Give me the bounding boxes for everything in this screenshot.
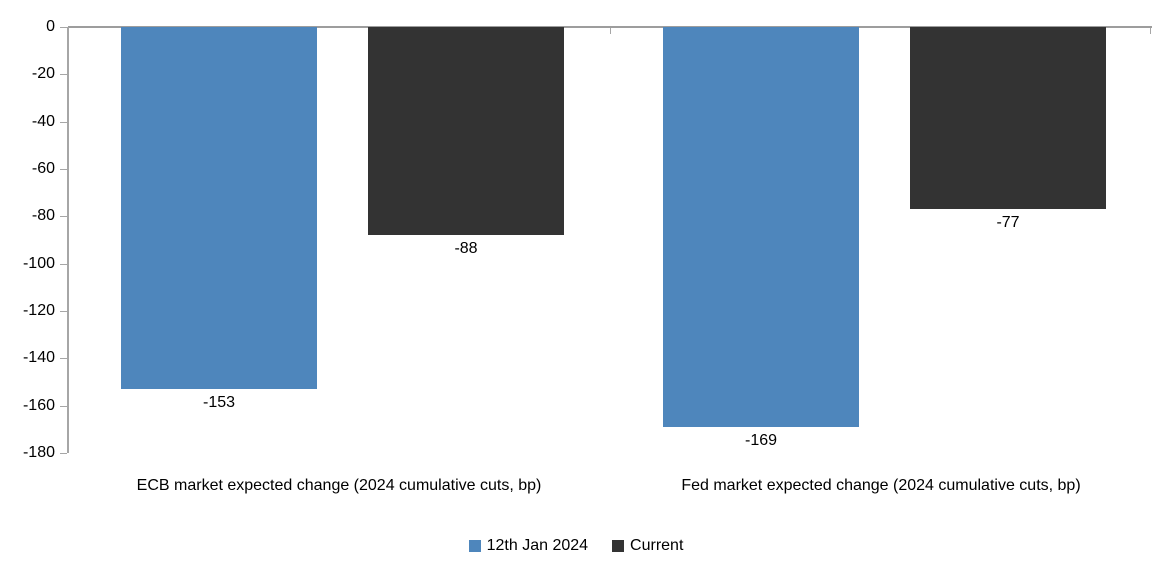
y-axis-tick-label: 0 [46,18,55,35]
category-axis-tick [1150,28,1151,34]
legend: 12th Jan 2024 Current [0,538,1152,554]
legend-item: 12th Jan 2024 [468,537,589,554]
category-label-fed: Fed market expected change (2024 cumulat… [681,477,1081,494]
category-axis-tick [610,28,611,34]
bar-jan-ecb [121,27,317,390]
bar-data-label: -88 [454,240,478,258]
y-axis-tick-label: -40 [31,112,55,130]
y-axis-tick [60,263,67,265]
bar-data-label: -169 [744,431,778,449]
y-axis-tick [60,74,67,76]
legend-swatch-icon [468,540,481,552]
bar-current-ecb [368,27,564,236]
y-axis-tick [60,453,67,454]
y-axis-line [67,27,69,453]
y-axis-tick-label: -20 [31,65,55,83]
y-axis-tick-label: -60 [31,160,55,177]
legend-item: Current [612,538,683,554]
y-axis-tick-label: -180 [22,444,55,461]
y-axis-tick [60,216,67,218]
y-axis-tick-label: -80 [31,207,55,225]
legend-label: 12th Jan 2024 [486,537,589,554]
bar-data-label: -153 [202,394,236,412]
y-axis-tick-label: -140 [22,349,55,367]
bar-data-label: -77 [996,214,1020,232]
x-axis-zero-line [68,26,1152,28]
category-label-ecb: ECB market expected change (2024 cumulat… [136,477,542,494]
y-axis-tick [60,121,67,123]
legend-label: Current [630,537,684,554]
y-axis-tick-label: -100 [22,254,55,272]
y-axis-tick [60,169,67,170]
bar-jan-fed [663,27,859,427]
y-axis-tick-label: -120 [22,302,55,319]
y-axis-tick [60,311,67,312]
y-axis-tick [60,27,67,28]
y-axis-tick [60,405,67,407]
y-axis-tick-label: -160 [22,396,55,414]
legend-swatch-icon [612,540,625,552]
y-axis-tick [60,358,67,360]
bar-current-fed [910,27,1106,210]
